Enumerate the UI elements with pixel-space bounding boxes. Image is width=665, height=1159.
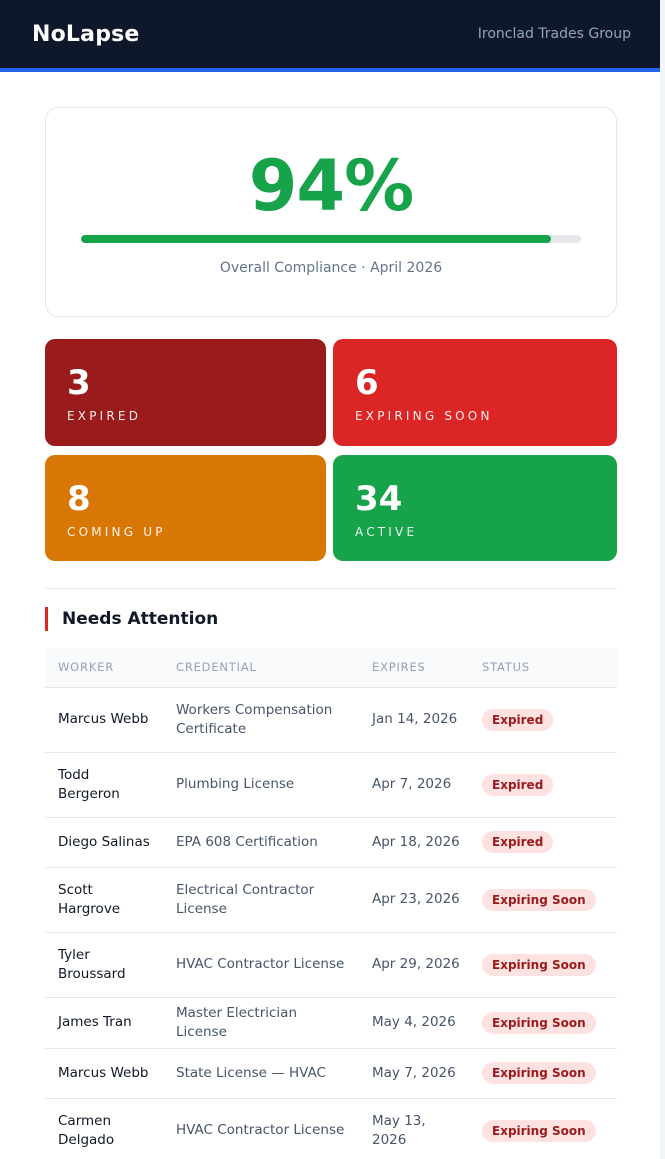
table-row[interactable]: Todd Bergeron Plumbing License Apr 7, 20… [45,752,617,818]
credential-name: State License — HVAC [163,1048,359,1099]
status-badge: Expiring Soon [482,1062,596,1084]
dashboard-main: 94% Overall Compliance · April 2026 3 EX… [0,72,665,1159]
expiry-date: Apr 7, 2026 [359,752,469,818]
column-header-worker: WORKER [45,648,163,688]
stat-label: EXPIRED [67,409,142,423]
stat-label: ACTIVE [355,525,418,539]
stat-card-expired[interactable]: 3 EXPIRED [45,339,326,446]
compliance-progress-bar [81,235,581,243]
column-header-credential: CREDENTIAL [163,648,359,688]
expiry-date: Apr 18, 2026 [359,817,469,868]
status-cell: Expiring Soon [469,932,617,998]
status-cell: Expired [469,817,617,868]
status-stats-grid: 3 EXPIRED 6 EXPIRING SOON 8 COMING UP 34… [45,339,617,561]
credential-name: HVAC Contractor License [163,932,359,998]
status-cell: Expired [469,687,617,753]
needs-attention-heading: Needs Attention [45,607,617,631]
stat-card-active[interactable]: 34 ACTIVE [333,455,617,561]
table-row[interactable]: Scott Hargrove Electrical Contractor Lic… [45,867,617,933]
credential-name: Electrical Contractor License [163,867,359,933]
organization-name: Ironclad Trades Group [477,26,631,42]
table-row[interactable]: Diego Salinas EPA 608 Certification Apr … [45,817,617,868]
worker-name: Scott Hargrove [45,867,163,933]
column-header-expires: EXPIRES [359,648,469,688]
status-cell: Expiring Soon [469,1048,617,1099]
worker-name: Marcus Webb [45,1048,163,1099]
credential-name: EPA 608 Certification [163,817,359,868]
status-badge: Expired [482,708,554,731]
column-header-status: STATUS [469,648,617,688]
expiry-date: May 4, 2026 [359,997,469,1049]
stat-number: 6 [355,363,379,403]
worker-name: Diego Salinas [45,817,163,868]
expiry-date: Apr 23, 2026 [359,867,469,933]
status-badge: Expiring Soon [482,1119,596,1142]
compliance-progress-fill [81,235,551,243]
table-header-row: WORKER CREDENTIAL EXPIRES STATUS [45,648,617,688]
stat-card-coming-up[interactable]: 8 COMING UP [45,455,326,561]
expiry-date: May 13, 2026 [359,1098,469,1159]
app-logo[interactable]: NoLapse [32,21,140,47]
worker-name: James Tran [45,997,163,1049]
credential-name: Plumbing License [163,752,359,818]
worker-name: Carmen Delgado [45,1098,163,1159]
worker-name: Marcus Webb [45,687,163,753]
compliance-percentage: 94% [248,145,415,227]
expiry-date: Apr 29, 2026 [359,932,469,998]
status-cell: Expiring Soon [469,867,617,933]
expiry-date: Jan 14, 2026 [359,687,469,753]
status-badge: Expired [482,773,554,796]
stat-number: 3 [67,363,91,403]
table-row[interactable]: Marcus Webb Workers Compensation Certifi… [45,687,617,753]
status-cell: Expiring Soon [469,997,617,1049]
credential-name: HVAC Contractor License [163,1098,359,1159]
needs-attention-table: WORKER CREDENTIAL EXPIRES STATUS Marcus … [45,648,617,1159]
status-badge: Expiring Soon [482,888,596,911]
stat-number: 34 [355,479,403,519]
credential-name: Workers Compensation Certificate [163,687,359,753]
table-row[interactable]: Carmen Delgado HVAC Contractor License M… [45,1098,617,1159]
expiry-date: May 7, 2026 [359,1048,469,1099]
compliance-score-card: 94% Overall Compliance · April 2026 [45,107,617,317]
stat-number: 8 [67,479,91,519]
stat-label: COMING UP [67,525,166,539]
status-cell: Expired [469,752,617,818]
status-badge: Expiring Soon [482,1011,596,1034]
stat-card-expiring-soon[interactable]: 6 EXPIRING SOON [333,339,617,446]
compliance-caption: Overall Compliance · April 2026 [219,260,443,276]
table-row[interactable]: Tyler Broussard HVAC Contractor License … [45,932,617,998]
table-row[interactable]: Marcus Webb State License — HVAC May 7, … [45,1048,617,1099]
worker-name: Tyler Broussard [45,932,163,998]
status-badge: Expiring Soon [482,953,596,976]
stat-label: EXPIRING SOON [355,409,493,423]
status-cell: Expiring Soon [469,1098,617,1159]
credential-name: Master Electrician License [163,997,359,1049]
worker-name: Todd Bergeron [45,752,163,818]
status-badge: Expired [482,831,554,853]
section-divider [45,588,617,589]
table-row[interactable]: James Tran Master Electrician License Ma… [45,997,617,1049]
top-bar: NoLapse Ironclad Trades Group [0,0,665,72]
page-scrollbar[interactable] [660,0,665,1159]
